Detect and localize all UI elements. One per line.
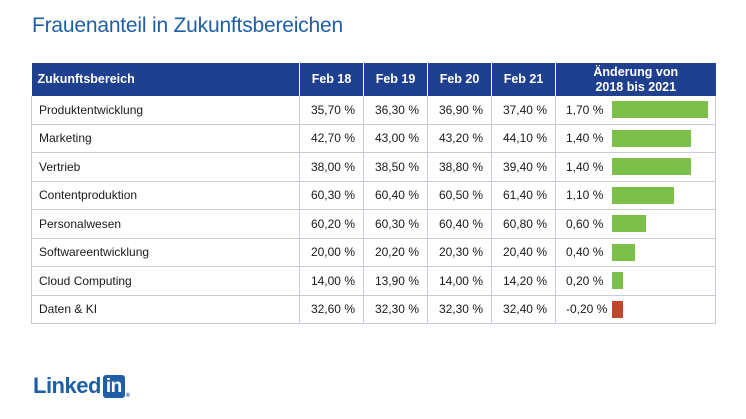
table-row: Contentproduktion 60,30 % 60,40 % 60,50 % 61… — [31, 181, 716, 210]
value-cell: 20,00 % — [299, 238, 364, 267]
category-cell: Personalwesen — [31, 209, 300, 239]
value-cell: 38,80 % — [427, 152, 492, 182]
value-cell: 38,50 % — [363, 152, 428, 182]
value-cell: 32,30 % — [363, 295, 428, 324]
value-cell: 60,50 % — [427, 181, 492, 210]
category-cell: Softwareentwicklung — [31, 238, 300, 267]
change-bar-positive — [612, 243, 635, 261]
change-label: 1,10 % — [566, 188, 604, 203]
value-cell: 60,20 % — [299, 209, 364, 239]
header-change-line2: 2018 bis 2021 — [595, 79, 677, 94]
table-row: Daten & KI 32,60 % 32,30 % 32,30 % 32,40 % -0… — [31, 295, 716, 324]
logo-badge: in — [102, 374, 125, 398]
value-cell: 32,40 % — [491, 295, 556, 324]
header-period: Feb 21 — [491, 63, 556, 96]
logo-text: Linked — [33, 373, 101, 398]
change-label: 0,20 % — [566, 273, 604, 288]
table-row: Cloud Computing 14,00 % 13,90 % 14,00 % 14,2… — [31, 266, 716, 296]
category-cell: Produktentwicklung — [31, 96, 300, 125]
value-cell: 20,30 % — [427, 238, 492, 267]
value-cell: 43,00 % — [363, 124, 428, 153]
header-row: Zukunftsbereich Feb 18 Feb 19 Feb 20 Feb… — [31, 63, 716, 96]
value-cell: 61,40 % — [491, 181, 556, 210]
change-label: 0,60 % — [566, 216, 604, 231]
change-label: 1,40 % — [566, 159, 604, 174]
change-label: 0,40 % — [566, 245, 604, 260]
header-category: Zukunftsbereich — [31, 63, 300, 96]
change-label: -0,20 % — [566, 302, 608, 317]
header-change-line1: Änderung von — [593, 64, 679, 79]
change-bar-negative — [612, 300, 624, 318]
change-bar-positive — [612, 158, 692, 175]
change-cell: 1,40 % — [555, 152, 716, 182]
change-cell: 1,70 % — [555, 96, 716, 125]
change-label: 1,40 % — [566, 131, 604, 146]
header-change: Änderung von 2018 bis 2021 — [555, 63, 716, 96]
category-cell: Marketing — [31, 124, 300, 153]
category-cell: Contentproduktion — [31, 181, 300, 210]
value-cell: 60,30 % — [299, 181, 364, 210]
header-period: Feb 20 — [427, 63, 492, 96]
change-cell: 0,60 % — [555, 209, 716, 239]
value-cell: 14,00 % — [299, 266, 364, 296]
value-cell: 39,40 % — [491, 152, 556, 182]
value-cell: 14,00 % — [427, 266, 492, 296]
data-table: Zukunftsbereich Feb 18 Feb 19 Feb 20 Feb… — [31, 63, 716, 324]
change-cell: 0,20 % — [555, 266, 716, 296]
value-cell: 36,30 % — [363, 96, 428, 125]
chart-title: Frauenanteil in Zukunftsbereichen — [32, 14, 343, 37]
category-cell: Cloud Computing — [31, 266, 300, 296]
linkedin-logo: Linked in ® — [33, 373, 130, 399]
value-cell: 14,20 % — [491, 266, 556, 296]
value-cell: 32,60 % — [299, 295, 364, 324]
change-bar-positive — [612, 186, 675, 204]
value-cell: 60,40 % — [363, 181, 428, 210]
value-cell: 13,90 % — [363, 266, 428, 296]
category-cell: Daten & KI — [31, 295, 300, 324]
change-cell: 1,10 % — [555, 181, 716, 210]
value-cell: 20,40 % — [491, 238, 556, 267]
value-cell: 38,00 % — [299, 152, 364, 182]
change-cell: -0,20 % — [555, 295, 716, 324]
value-cell: 60,30 % — [363, 209, 428, 239]
value-cell: 60,80 % — [491, 209, 556, 239]
table-row: Personalwesen 60,20 % 60,30 % 60,40 % 60,80 … — [31, 209, 716, 239]
change-bar-positive — [612, 129, 692, 147]
value-cell: 32,30 % — [427, 295, 492, 324]
value-cell: 35,70 % — [299, 96, 364, 125]
value-cell: 44,10 % — [491, 124, 556, 153]
header-period: Feb 19 — [363, 63, 428, 96]
value-cell: 43,20 % — [427, 124, 492, 153]
logo-registered-mark: ® — [125, 393, 130, 399]
change-cell: 1,40 % — [555, 124, 716, 153]
value-cell: 20,20 % — [363, 238, 428, 267]
header-period: Feb 18 — [299, 63, 364, 96]
table-row: Vertrieb 38,00 % 38,50 % 38,80 % 39,40 % 1,40… — [31, 152, 716, 182]
value-cell: 60,40 % — [427, 209, 492, 239]
table-row: Marketing 42,70 % 43,00 % 43,20 % 44,10 % 1,4… — [31, 124, 716, 153]
value-cell: 37,40 % — [491, 96, 556, 125]
value-cell: 36,90 % — [427, 96, 492, 125]
change-cell: 0,40 % — [555, 238, 716, 267]
change-label: 1,70 % — [566, 102, 604, 117]
change-bar-positive — [612, 215, 646, 232]
table-row: Softwareentwicklung 20,00 % 20,20 % 20,30 %… — [31, 238, 716, 267]
change-bar-positive — [612, 101, 708, 118]
category-cell: Vertrieb — [31, 152, 300, 182]
change-bar-positive — [612, 272, 624, 289]
table-row: Produktentwicklung 35,70 % 36,30 % 36,90 % 3… — [31, 96, 716, 125]
value-cell: 42,70 % — [299, 124, 364, 153]
